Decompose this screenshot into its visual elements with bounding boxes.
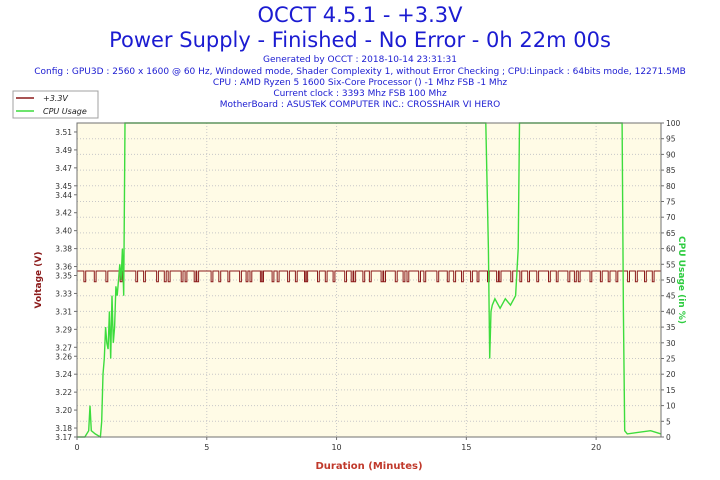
y-tick-label: 3.51 — [55, 128, 72, 137]
y-tick-label: 3.22 — [55, 388, 72, 397]
y-tick-label: 3.24 — [55, 370, 72, 379]
y2-tick-label: 60 — [666, 245, 676, 254]
chart-subtitle: Power Supply - Finished - No Error - 0h … — [109, 28, 611, 52]
y2-tick-label: 15 — [666, 386, 676, 395]
axes: 0 5 10 15 20 3.173.18 3.20 3.22 3.24 3.263.27 3.29… — [55, 119, 680, 452]
y-tick-label: 3.40 — [55, 227, 72, 236]
y2-tick-label: 5 — [666, 417, 671, 426]
y2-tick-label: 75 — [666, 198, 676, 207]
y2-tick-label: 55 — [666, 260, 676, 269]
info-cpu: CPU : AMD Ryzen 5 1600 Six-Core Processo… — [212, 78, 508, 88]
y-tick-label: 3.49 — [55, 146, 72, 155]
x-tick-label: 15 — [461, 443, 471, 452]
y2-tick-label: 50 — [666, 276, 676, 285]
y-tick-label: 3.42 — [55, 209, 72, 218]
x-axis-label: Duration (Minutes) — [315, 461, 422, 472]
y-tick-label: 3.44 — [55, 191, 72, 200]
y-tick-label: 3.29 — [55, 325, 72, 334]
x-tick-label: 0 — [74, 443, 79, 452]
y-tick-label: 3.35 — [55, 272, 72, 281]
y2-tick-label: 45 — [666, 292, 676, 301]
x-tick-label: 5 — [204, 443, 209, 452]
y2-tick-label: 10 — [666, 402, 676, 411]
series-layer — [77, 122, 662, 439]
y2-axis-label: CPU Usage (in %) — [676, 236, 686, 324]
x-tick-label: 20 — [591, 443, 601, 452]
info-config: Config : GPU3D : 2560 x 1600 @ 60 Hz, Wi… — [34, 67, 686, 77]
y-tick-label: 3.47 — [55, 164, 72, 173]
y-axis-label: Voltage (V) — [34, 252, 44, 309]
y-tick-label: 3.18 — [55, 424, 72, 433]
series-line-cpu-usage — [77, 122, 662, 439]
y2-tick-label: 30 — [666, 339, 676, 348]
y2-tick-label: 90 — [666, 150, 676, 159]
y2-tick-label: 70 — [666, 213, 676, 222]
y2-tick-label: 80 — [666, 182, 676, 191]
y2-tick-label: 40 — [666, 307, 676, 316]
info-generated: Generated by OCCT : 2018-10-14 23:31:31 — [263, 55, 457, 65]
y-tick-label: 3.31 — [55, 307, 72, 316]
y-tick-label: 3.33 — [55, 289, 72, 298]
y2-tick-label: 85 — [666, 166, 676, 175]
y2-tick-label: 65 — [666, 229, 676, 238]
y2-tick-label: 100 — [666, 119, 681, 128]
y2-tick-label: 0 — [666, 433, 671, 442]
chart-title: OCCT 4.5.1 - +3.3V — [257, 3, 463, 27]
y2-tick-label: 20 — [666, 370, 676, 379]
y-tick-label: 3.17 — [55, 433, 72, 442]
series-line-voltage — [77, 270, 661, 283]
info-motherboard: MotherBoard : ASUSTeK COMPUTER INC.: CRO… — [219, 100, 501, 110]
y2-tick-label: 25 — [666, 355, 676, 364]
legend-entry: CPU Usage — [43, 107, 87, 116]
grid — [77, 123, 661, 437]
y-tick-label: 3.38 — [55, 245, 72, 254]
legend-box — [12, 90, 99, 119]
y-tick-label: 3.45 — [55, 182, 72, 191]
y-tick-label: 3.26 — [55, 352, 72, 361]
y-tick-label: 3.36 — [55, 263, 72, 272]
x-tick-label: 10 — [331, 443, 341, 452]
legend-entry: +3.3V — [43, 94, 68, 103]
info-clock: Current clock : 3393 Mhz FSB 100 Mhz — [273, 89, 447, 99]
legend: +3.3V CPU Usage — [12, 90, 99, 119]
y-tick-label: 3.20 — [55, 406, 72, 415]
y-tick-label: 3.27 — [55, 343, 72, 352]
y2-tick-label: 95 — [666, 135, 676, 144]
y2-tick-label: 35 — [666, 323, 676, 332]
